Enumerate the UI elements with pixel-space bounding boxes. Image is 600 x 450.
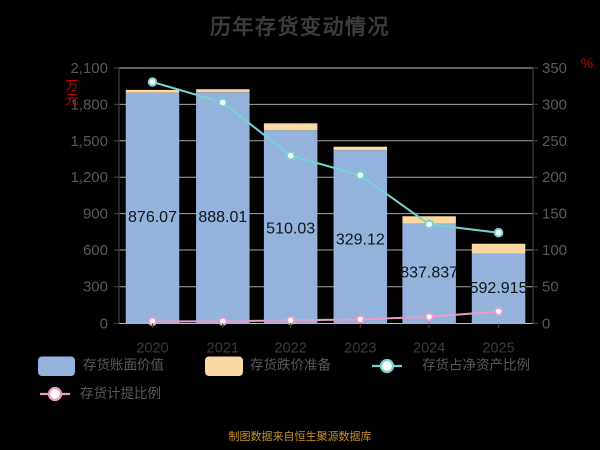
svg-text:0: 0 [542, 316, 550, 333]
svg-text:1,500: 1,500 [70, 133, 108, 150]
svg-text:329.12: 329.12 [336, 231, 385, 248]
svg-text:2020: 2020 [136, 341, 168, 357]
svg-text:200: 200 [542, 169, 567, 186]
svg-text:存货计提比例: 存货计提比例 [80, 385, 161, 401]
svg-text:876.07: 876.07 [128, 209, 177, 226]
svg-text:592.915: 592.915 [470, 280, 528, 297]
svg-text:300: 300 [83, 279, 108, 296]
svg-text:150: 150 [542, 206, 567, 223]
svg-text:300: 300 [542, 96, 567, 113]
svg-text:510.03: 510.03 [266, 221, 315, 238]
svg-text:存货账面价值: 存货账面价值 [83, 357, 164, 373]
svg-text:2021: 2021 [207, 341, 239, 357]
svg-text:2,100: 2,100 [70, 60, 108, 77]
svg-text:50: 50 [542, 279, 559, 296]
svg-text:2022: 2022 [275, 341, 307, 357]
svg-text:600: 600 [83, 242, 108, 259]
svg-text:2023: 2023 [344, 341, 376, 357]
svg-text:250: 250 [542, 133, 567, 150]
svg-text:0: 0 [100, 316, 108, 333]
svg-text:2025: 2025 [482, 341, 514, 357]
svg-text:万: 万 [65, 78, 78, 93]
svg-text:100: 100 [542, 242, 567, 259]
svg-text:%: % [581, 55, 593, 71]
svg-text:1,200: 1,200 [70, 169, 108, 186]
svg-text:存货占净资产比例: 存货占净资产比例 [422, 357, 530, 373]
svg-text:888.01: 888.01 [198, 209, 247, 226]
svg-text:2024: 2024 [413, 341, 445, 357]
svg-text:元: 元 [65, 92, 78, 107]
svg-text:900: 900 [83, 206, 108, 223]
svg-text:350: 350 [542, 60, 567, 77]
svg-text:837.837: 837.837 [400, 264, 458, 281]
svg-text:存货跌价准备: 存货跌价准备 [250, 357, 331, 373]
